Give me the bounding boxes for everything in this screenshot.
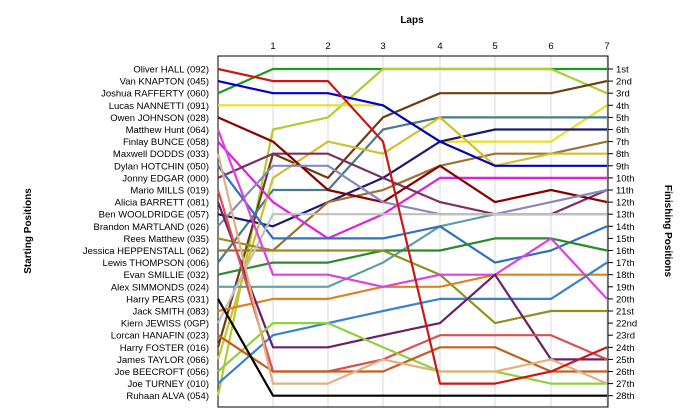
finishing-position-label: 22nd [616,319,637,330]
driver-line [217,164,608,228]
finishing-position-label: 26th [616,367,635,378]
right-axis-title: Finishing Positions [662,185,673,278]
starting-position-label: Brandon MARTLAND (026) [94,222,209,233]
driver-line [216,80,608,348]
finishing-position-label: 5th [616,113,629,124]
x-tick-label: 5 [492,41,497,52]
starting-position-label: Owen JOHNSON (028) [110,113,209,124]
x-tick-label: 3 [380,41,385,52]
driver-line [216,153,608,385]
finishing-position-label: 23rd [616,331,635,342]
finishing-position-label: 25th [616,355,635,366]
starting-position-label: Joshua RAFFERTY (060) [101,89,209,100]
starting-position-labels: Oliver HALL (092)Van KNAPTON (045)Joshua… [83,65,209,403]
driver-line [216,116,607,360]
driver-line [217,237,608,276]
finishing-position-label: 6th [616,125,629,136]
x-tick-label: 6 [548,41,553,52]
finishing-position-label: 9th [616,161,629,172]
starting-position-label: Ruhaan ALVA (054) [126,391,209,402]
driver-line [217,334,607,373]
starting-position-label: Ben WOOLDRIDGE (057) [99,210,209,221]
series-layer [216,67,608,397]
finishing-position-label: 7th [616,137,629,148]
driver-line [217,322,607,385]
driver-line [217,165,608,264]
finishing-position-label: 20th [616,294,635,305]
starting-position-label: Maxwell DODDS (033) [113,149,209,160]
driver-line [217,273,607,313]
finishing-position-label: 27th [616,379,635,390]
finishing-position-label: 21st [616,307,634,318]
starting-position-label: Harry PEARS (031) [126,294,209,305]
finishing-position-label: 4th [616,101,629,112]
driver-line [217,116,608,204]
starting-position-label: Lucas NANNETTI (091) [109,101,209,112]
finishing-position-label: 13th [616,210,635,221]
driver-line [217,261,608,385]
driver-line [217,80,607,167]
starting-position-label: Alicia BARRETT (081) [115,198,209,209]
starting-position-label: Rees Matthew (035) [123,234,209,245]
x-tick-label: 1 [270,41,275,52]
x-tick-label: 2 [325,41,330,52]
driver-line [216,67,608,396]
starting-position-label: Lewis THOMPSON (006) [103,258,209,269]
finishing-position-label: 24th [616,343,635,354]
starting-position-label: Van KNAPTON (045) [120,77,209,88]
starting-position-label: Dylan HOTCHIN (050) [114,161,209,172]
driver-line [218,140,608,252]
x-tick-label: 7 [604,41,609,52]
starting-position-label: Joe BEECROFT (056) [115,367,209,378]
starting-position-label: Jack SMITH (083) [132,307,209,318]
grid [272,56,608,407]
finishing-position-label: 8th [616,149,629,160]
starting-position-label: Kiern JEWISS (0GP) [121,319,209,330]
x-tick-labels: 1 2 3 4 5 6 7 [270,41,609,52]
driver-line [217,128,607,228]
driver-line [216,129,608,300]
driver-line [217,298,607,397]
finishing-position-label: 14th [616,222,635,233]
plot-frame [217,55,609,408]
finishing-position-label: 12th [616,198,635,209]
finishing-position-label: 10th [616,173,635,184]
driver-line [217,140,607,240]
finishing-position-label: 28th [616,391,635,402]
starting-position-label: Matthew Hunt (064) [126,125,209,136]
starting-position-label: Oliver HALL (092) [133,65,209,76]
driver-line [216,201,607,361]
x-axis-title: Laps [400,15,424,26]
finishing-position-label: 18th [616,270,635,281]
starting-position-label: Joe TURNEY (010) [128,379,210,390]
finishing-position-label: 11th [616,186,634,197]
starting-position-label: Lorcan HANAFIN (023) [111,331,209,342]
driver-line [217,67,608,385]
starting-position-label: Harry FOSTER (016) [120,343,209,354]
finishing-position-label: 16th [616,246,635,257]
finishing-position-label: 2nd [616,77,632,88]
starting-position-label: Jessica HEPPENSTALL (062) [83,246,209,257]
starting-position-label: Evan SMILLIE (032) [123,270,209,281]
x-tick-label: 4 [437,41,442,52]
finishing-position-label: 17th [616,258,635,269]
starting-position-label: James TAYLOR (066) [117,355,209,366]
driver-line [217,213,607,324]
left-axis-title: Starting Positions [23,188,34,274]
finishing-position-label: 15th [616,234,635,245]
finishing-position-label: 3rd [616,89,630,100]
finishing-position-label: 19th [616,282,635,293]
starting-position-label: Jonny EDGAR (000) [122,173,209,184]
finishing-position-labels: 1st2nd3rd4th5th6th7th8th9th10th11th12th1… [608,65,637,402]
starting-position-label: Finlay BUNCE (058) [123,137,209,148]
starting-position-label: Mario MILLS (019) [130,186,209,197]
starting-position-label: Alex SIMMONDS (024) [111,282,209,293]
finishing-position-label: 1st [616,65,629,76]
